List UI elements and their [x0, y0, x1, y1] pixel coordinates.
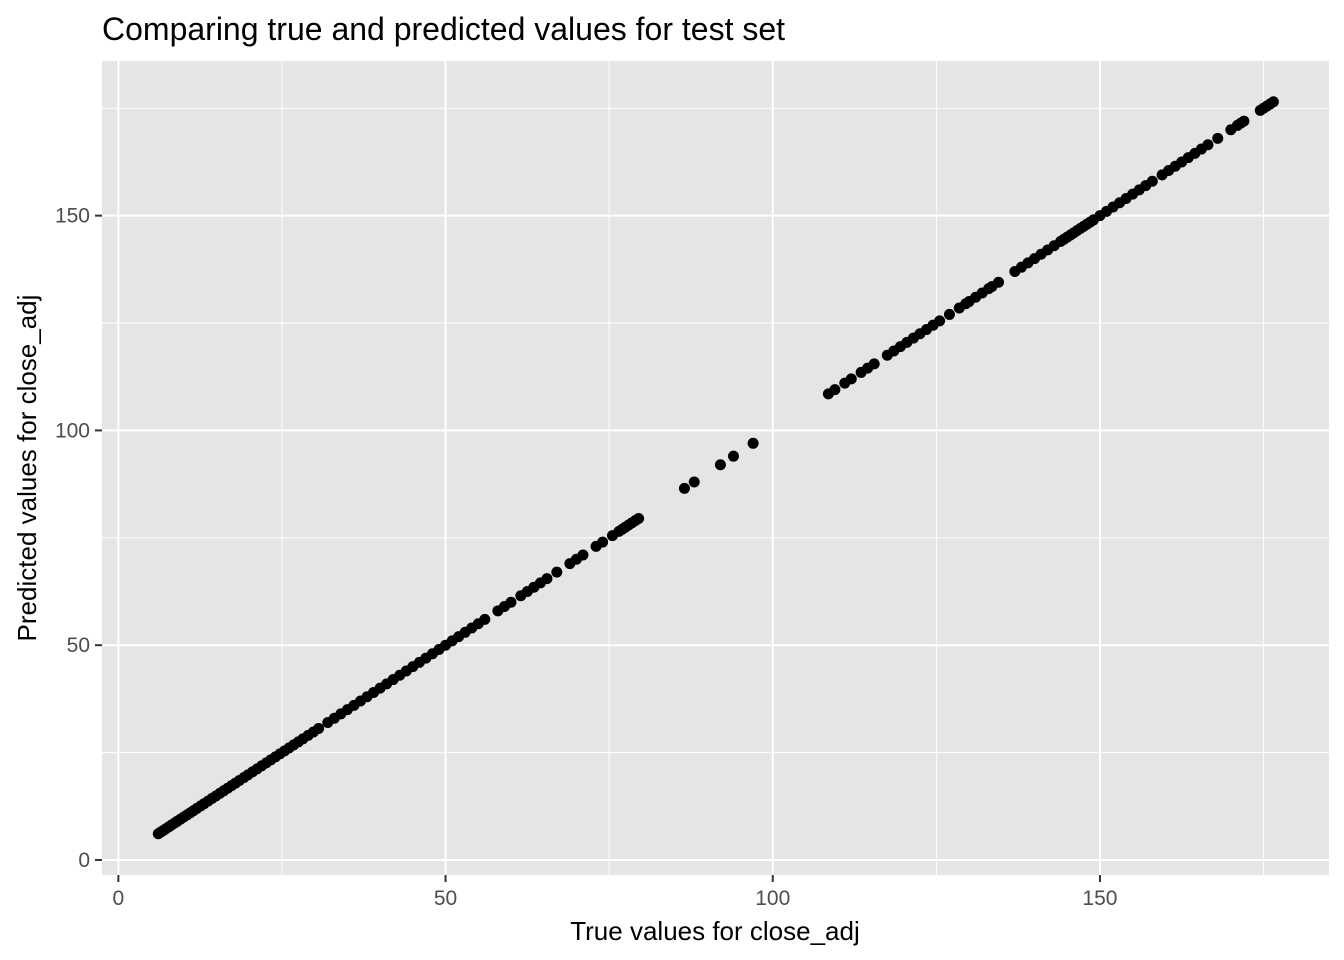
data-point — [678, 482, 690, 494]
data-point — [934, 315, 946, 327]
data-point — [541, 573, 553, 585]
data-point — [1267, 96, 1279, 108]
data-point — [747, 437, 759, 449]
data-point — [993, 276, 1005, 288]
data-point — [943, 308, 955, 320]
y-tick-label: 0 — [78, 849, 90, 872]
x-axis: 0 50 100 150 — [113, 875, 1117, 910]
data-point — [1238, 115, 1250, 127]
data-point — [597, 536, 609, 548]
y-tick-label: 50 — [67, 634, 90, 657]
y-axis-title: Predicted values for close_adj — [12, 295, 42, 642]
x-tick-label: 150 — [1082, 887, 1117, 910]
y-axis: 0 50 100 150 — [55, 205, 102, 872]
data-point — [727, 450, 739, 462]
data-point — [714, 459, 726, 471]
y-tick-label: 100 — [55, 419, 90, 442]
data-point — [313, 723, 325, 735]
major-gridlines — [102, 61, 1329, 875]
data-point — [845, 373, 857, 385]
data-point — [505, 596, 517, 608]
x-tick-label: 50 — [434, 887, 457, 910]
data-point — [829, 384, 841, 396]
x-tick-label: 0 — [113, 887, 125, 910]
data-point — [1146, 175, 1158, 187]
data-point — [868, 358, 880, 370]
minor-gridlines — [102, 61, 1329, 875]
y-tick-label: 150 — [55, 205, 90, 228]
data-point — [551, 566, 563, 578]
data-point — [633, 512, 645, 524]
x-tick-label: 100 — [755, 887, 790, 910]
data-point — [1202, 139, 1214, 151]
data-points — [152, 96, 1279, 840]
x-axis-title: True values for close_adj — [570, 916, 860, 946]
data-point — [688, 476, 700, 488]
data-point — [479, 613, 491, 625]
chart-title: Comparing true and predicted values for … — [102, 11, 785, 47]
data-point — [577, 549, 589, 561]
data-point — [1212, 132, 1224, 144]
